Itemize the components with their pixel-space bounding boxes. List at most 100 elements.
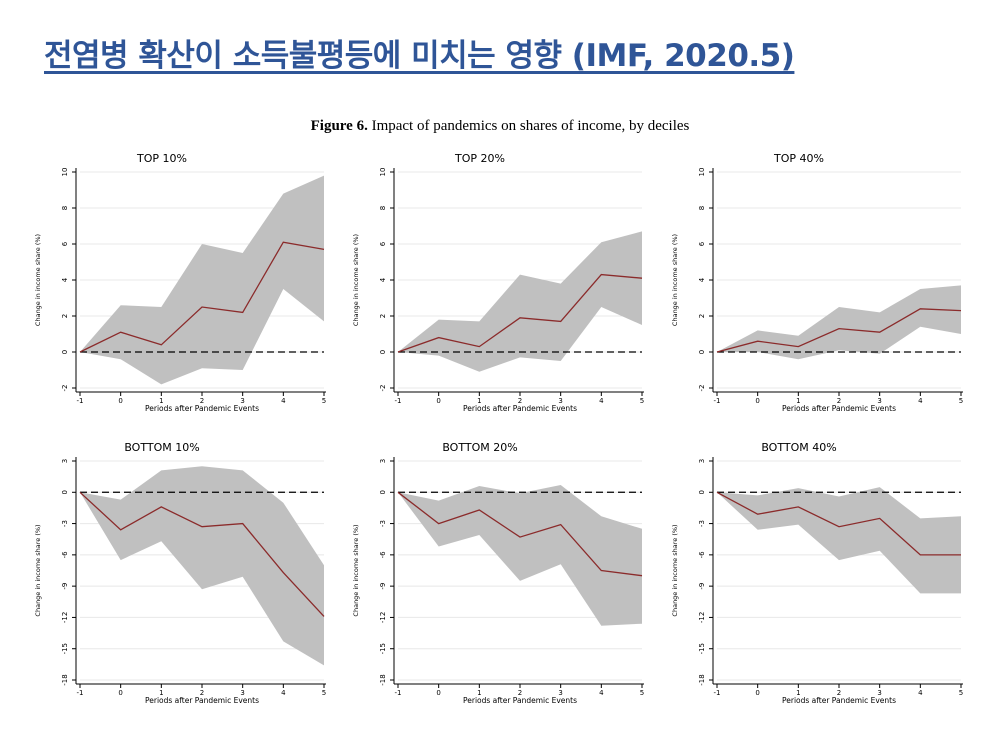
figure-label: Figure 6. [310,118,368,134]
y-tick-label-4-0: -18 [379,674,387,685]
x-tick-label-3-6: 5 [322,689,326,697]
y-tick-label-1-0: -2 [379,385,387,392]
x-tick-label-4-2: 1 [477,689,481,697]
x-tick-label-0-4: 3 [240,397,244,405]
confidence-band-4 [398,485,642,626]
chart-panel-2: -2 0 2 4 6 8 10 -1 0 1 2 3 4 5 Periods after Pandemic … [671,152,963,413]
y-axis-label-5: Change in income share (%) [671,524,679,616]
y-tick-label-0-5: 8 [61,206,69,210]
x-axis-label-4: Periods after Pandemic Events [463,696,577,705]
x-axis-label-0: Periods after Pandemic Events [145,404,259,413]
x-tick-label-0-5: 4 [281,397,286,405]
y-tick-label-4-5: -3 [379,520,387,527]
y-tick-label-5-0: -18 [698,674,706,685]
x-axis-label-2: Periods after Pandemic Events [782,404,896,413]
estimate-line-2 [716,308,962,353]
confidence-band-3 [80,466,324,666]
y-tick-label-3-2: -12 [61,612,69,623]
x-axis-label-3: Periods after Pandemic Events [145,696,259,705]
y-tick-label-5-1: -15 [698,643,706,654]
chart-title-0: TOP 10% [136,152,187,165]
y-tick-label-4-1: -15 [379,643,387,654]
x-tick-label-0-1: 0 [118,397,122,405]
y-tick-label-0-2: 2 [61,314,69,318]
y-tick-label-3-6: 0 [61,490,69,494]
y-axis-label-1: Change in income share (%) [352,234,360,326]
y-axis-label-2: Change in income share (%) [671,234,679,326]
y-tick-label-2-6: 10 [698,168,706,177]
confidence-band-1 [398,231,642,372]
y-tick-label-5-4: -6 [698,551,706,559]
y-tick-label-5-6: 0 [698,490,706,494]
y-tick-label-4-2: -12 [379,612,387,623]
x-tick-label-3-1: 0 [118,689,122,697]
confidence-band-0 [80,175,324,385]
chart-title-1: TOP 20% [454,152,505,165]
y-tick-label-0-0: -2 [61,385,69,392]
y-tick-label-0-3: 4 [61,277,69,282]
y-tick-label-1-4: 6 [379,241,387,246]
y-tick-label-2-3: 4 [698,277,706,282]
x-tick-label-4-1: 0 [436,689,440,697]
y-tick-label-2-4: 6 [698,241,706,246]
chart-panel-5: -18 -15 -12 -9 -6 -3 0 3 -1 0 1 2 3 4 5 Periods after P… [671,441,963,705]
y-tick-label-2-2: 2 [698,314,706,318]
estimate-line-5 [716,491,961,556]
x-tick-label-1-4: 3 [558,397,562,405]
x-tick-label-1-1: 0 [436,397,440,405]
x-tick-label-5-5: 4 [918,689,923,697]
x-tick-label-4-3: 2 [518,689,522,697]
x-tick-label-1-5: 4 [599,397,604,405]
y-tick-label-5-7: 3 [698,459,706,463]
y-tick-label-3-7: 3 [61,459,69,463]
y-tick-label-3-3: -9 [61,583,69,590]
chart-panel-0: -2 0 2 4 6 8 10 -1 0 1 2 3 4 5 Periods after Pandemic … [34,152,326,413]
figure-caption-text: Impact of pandemics on shares of income,… [371,118,690,134]
x-tick-label-1-2: 1 [477,397,481,405]
x-tick-label-0-3: 2 [200,397,204,405]
chart-title-5: BOTTOM 40% [761,441,836,454]
y-tick-label-1-1: 0 [379,350,387,354]
x-tick-label-3-0: -1 [77,689,84,697]
x-tick-label-2-3: 2 [837,397,841,405]
y-tick-label-1-2: 2 [379,314,387,318]
x-tick-label-2-4: 3 [877,397,881,405]
confidence-band-2 [717,285,961,360]
y-axis-label-4: Change in income share (%) [352,524,360,616]
y-tick-label-3-1: -15 [61,643,69,654]
y-tick-label-4-7: 3 [379,459,387,463]
x-tick-label-4-5: 4 [599,689,604,697]
chart-panel-1: -2 0 2 4 6 8 10 -1 0 1 2 3 4 5 Periods after Pandemic … [352,152,644,413]
y-tick-label-4-4: -6 [379,551,387,559]
y-tick-label-2-0: -2 [698,385,706,392]
x-tick-label-1-3: 2 [518,397,522,405]
y-tick-label-5-2: -12 [698,612,706,623]
chart-title-3: BOTTOM 10% [124,441,199,454]
x-tick-label-3-4: 3 [240,689,244,697]
y-tick-label-0-1: 0 [61,350,69,354]
x-tick-label-3-3: 2 [200,689,204,697]
x-axis-label-5: Periods after Pandemic Events [782,696,896,705]
x-tick-label-2-6: 5 [959,397,963,405]
confidence-band-5 [717,487,961,594]
chart-panel-3: -18 -15 -12 -9 -6 -3 0 3 -1 0 1 2 3 4 5 Periods after P… [34,441,326,705]
x-tick-label-5-1: 0 [755,689,759,697]
chart-title-2: TOP 40% [773,152,824,165]
chart-panel-4: -18 -15 -12 -9 -6 -3 0 3 -1 0 1 2 3 4 5 Periods after P… [352,441,644,705]
x-tick-label-3-5: 4 [281,689,286,697]
x-tick-label-5-2: 1 [796,689,800,697]
y-tick-label-1-5: 8 [379,206,387,210]
x-tick-label-5-0: -1 [714,689,721,697]
y-axis-label-3: Change in income share (%) [34,524,42,616]
y-tick-label-3-0: -18 [61,674,69,685]
x-tick-label-5-6: 5 [959,689,963,697]
x-tick-label-2-5: 4 [918,397,923,405]
slide-title: 전염병 확산이 소득불평등에 미치는 영향 (IMF, 2020.5) [44,38,795,74]
x-tick-label-4-6: 5 [640,689,644,697]
x-tick-label-0-0: -1 [77,397,84,405]
x-axis-label-1: Periods after Pandemic Events [463,404,577,413]
y-tick-label-4-3: -9 [379,583,387,590]
x-tick-label-1-0: -1 [395,397,402,405]
x-tick-label-2-1: 0 [755,397,759,405]
x-tick-label-5-4: 3 [877,689,881,697]
